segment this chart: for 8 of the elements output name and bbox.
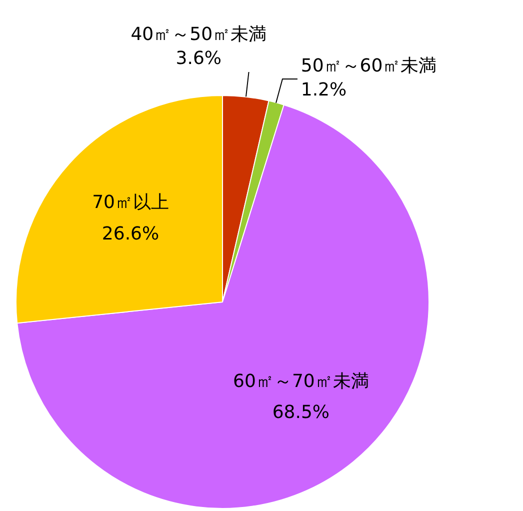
data-label: 1.2% <box>300 79 347 100</box>
slice-label: 70㎡以上 <box>92 192 169 214</box>
data-label: 68.5% <box>272 402 330 424</box>
slice-label: 40㎡～50㎡未満 <box>130 24 267 45</box>
data-label: 26.6% <box>102 223 160 244</box>
slice-label: 50㎡～60㎡未満 <box>300 55 437 76</box>
slice-label: 60㎡～70㎡未満 <box>233 370 369 392</box>
data-label: 3.6% <box>176 48 222 69</box>
